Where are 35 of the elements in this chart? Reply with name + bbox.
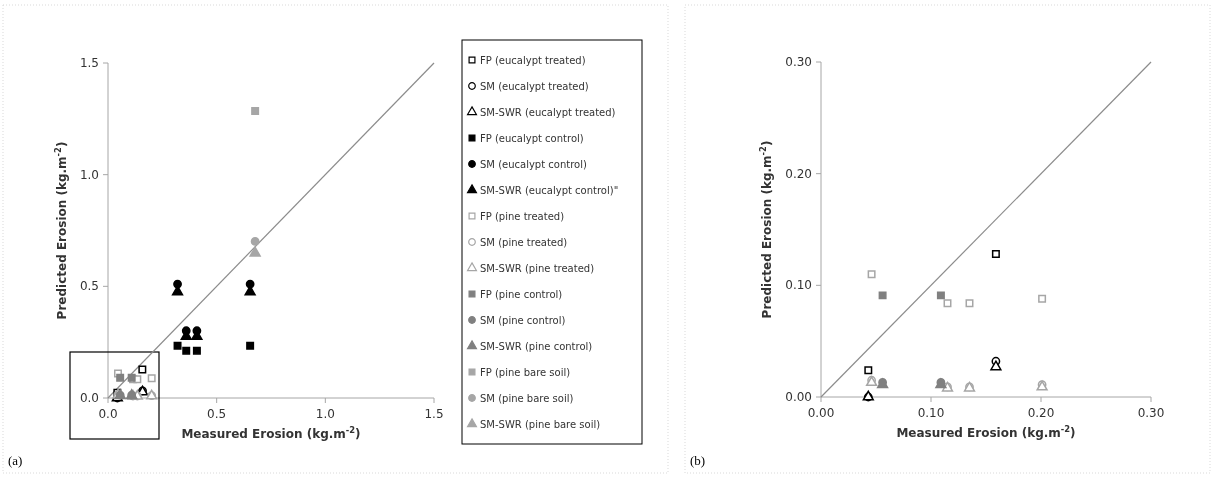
- y-tick-label: 1.5: [79, 56, 99, 70]
- text: (a): [8, 453, 23, 468]
- x-tick-label: 0.20: [1027, 406, 1055, 420]
- x-tick-label: 0.5: [207, 407, 227, 421]
- y-tick-label: 1.0: [79, 167, 99, 182]
- legend-label: SM-SWR (pine bare soil): [480, 419, 601, 430]
- x-tick-label: 1.5: [424, 407, 444, 421]
- legend-label: SM-SWR (pine treated): [480, 263, 595, 274]
- legend-label: FP (eucalypt treated): [480, 55, 586, 66]
- x-tick-label: 1.0: [315, 407, 335, 421]
- legend-label: FP (pine bare soil): [480, 367, 571, 378]
- x-tick-label: 0.10: [917, 406, 945, 420]
- legend-label: SM (pine bare soil): [480, 393, 574, 404]
- text: (b): [690, 453, 706, 468]
- legend-label: FP (pine control): [480, 289, 563, 300]
- y-tick-label: 0.5: [79, 279, 99, 294]
- legend-label: SM-SWR (pine control): [480, 341, 593, 352]
- x-axis-title: Measured Erosion (kg.m$^{-2}$): [181, 425, 361, 441]
- y-tick-label: 0.30: [785, 55, 812, 69]
- x-tick-label: 0.30: [1137, 406, 1165, 420]
- legend-label: SM (pine treated): [480, 237, 568, 248]
- y-tick-label: 0.00: [785, 390, 812, 404]
- x-tick-label: 0.00: [807, 406, 835, 420]
- legend-label: SM (eucalypt treated): [480, 81, 589, 92]
- legend-label: SM (eucalypt control): [480, 159, 587, 170]
- legend-label: SM-SWR (eucalypt treated): [480, 107, 616, 118]
- y-tick-label: 0.20: [785, 166, 812, 181]
- x-tick-label: 0.0: [98, 407, 118, 421]
- x-axis-title: Measured Erosion (kg.m$^{-2}$): [896, 424, 1076, 440]
- legend-label: FP (eucalypt control): [480, 133, 584, 144]
- y-tick-label: 0.10: [785, 278, 812, 293]
- legend-label: SM-SWR (eucalypt control)": [480, 185, 619, 196]
- legend-label: SM (pine control): [480, 315, 566, 326]
- legend-label: FP (pine treated): [480, 211, 565, 222]
- y-tick-label: 0.0: [79, 391, 99, 405]
